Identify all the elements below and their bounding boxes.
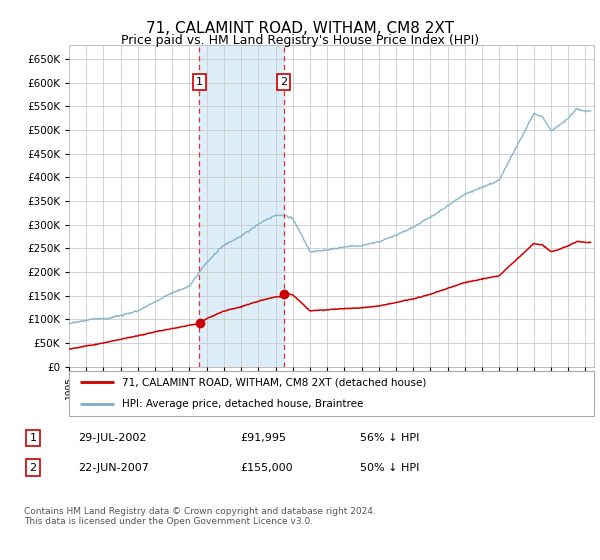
Text: 71, CALAMINT ROAD, WITHAM, CM8 2XT (detached house): 71, CALAMINT ROAD, WITHAM, CM8 2XT (deta… — [121, 377, 426, 388]
Text: 1: 1 — [196, 77, 203, 87]
Text: 2: 2 — [29, 463, 37, 473]
Text: HPI: Average price, detached house, Braintree: HPI: Average price, detached house, Brai… — [121, 399, 363, 409]
Text: £91,995: £91,995 — [240, 433, 286, 443]
Text: 50% ↓ HPI: 50% ↓ HPI — [360, 463, 419, 473]
Text: Contains HM Land Registry data © Crown copyright and database right 2024.
This d: Contains HM Land Registry data © Crown c… — [24, 507, 376, 526]
Text: 22-JUN-2007: 22-JUN-2007 — [78, 463, 149, 473]
Text: 29-JUL-2002: 29-JUL-2002 — [78, 433, 146, 443]
Text: 71, CALAMINT ROAD, WITHAM, CM8 2XT: 71, CALAMINT ROAD, WITHAM, CM8 2XT — [146, 21, 454, 36]
Text: Price paid vs. HM Land Registry's House Price Index (HPI): Price paid vs. HM Land Registry's House … — [121, 34, 479, 46]
Bar — [199, 45, 284, 367]
Text: 1: 1 — [29, 433, 37, 443]
Text: £155,000: £155,000 — [240, 463, 293, 473]
Text: 2: 2 — [280, 77, 287, 87]
Text: 56% ↓ HPI: 56% ↓ HPI — [360, 433, 419, 443]
